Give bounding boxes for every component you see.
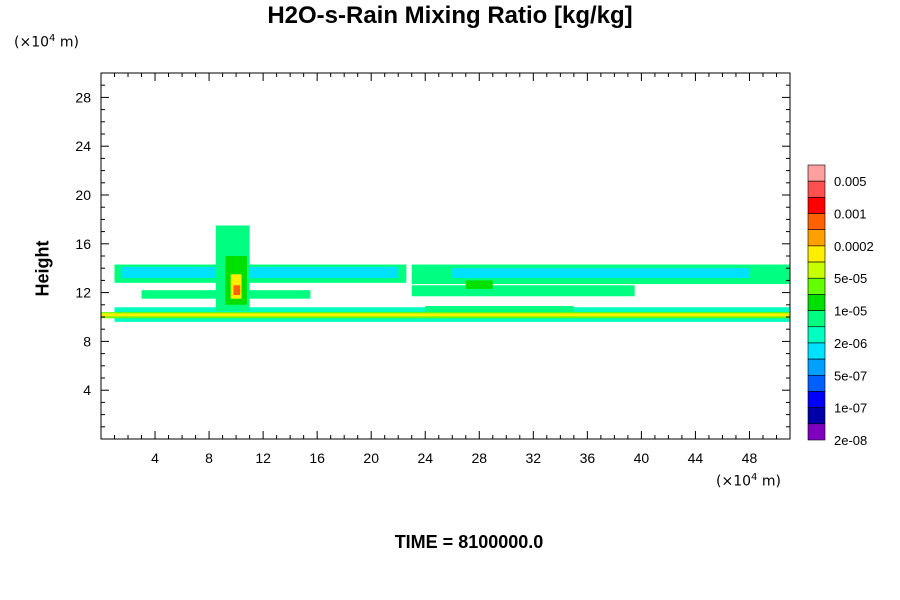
- colorbar-swatch: [807, 180, 826, 198]
- colorbar-swatch: [807, 407, 826, 425]
- data-region-13: [233, 285, 241, 296]
- colorbar-label: 5e-05: [834, 271, 867, 286]
- y-tick-label: 24: [75, 138, 91, 154]
- time-footer: TIME = 8100000.0: [394, 532, 544, 552]
- colorbar-swatch: [807, 197, 826, 214]
- y-tick-label: 16: [75, 236, 91, 252]
- colorbar-swatch: [807, 213, 826, 231]
- data-region-8: [411, 285, 635, 297]
- x-tick-label: 16: [309, 450, 325, 466]
- colorbar-swatch: [807, 391, 826, 408]
- x-tick-label: 4: [151, 450, 159, 466]
- colorbar-swatch: [807, 342, 826, 360]
- colorbar-swatch: [807, 423, 826, 441]
- x-tick-label: 24: [417, 450, 433, 466]
- colorbar-label: 1e-07: [834, 401, 867, 416]
- colorbar-label: 5e-07: [834, 368, 867, 383]
- x-unit-label: (×104 m): [716, 472, 781, 490]
- y-tick-label: 20: [75, 187, 91, 203]
- colorbar-label: 0.005: [834, 174, 867, 189]
- chart-title: H2O-s-Rain Mixing Ratio [kg/kg]: [267, 2, 633, 29]
- colorbar-label: 2e-06: [834, 336, 867, 351]
- x-tick-label: 32: [526, 450, 542, 466]
- x-tick-label: 36: [580, 450, 596, 466]
- colorbar-swatch: [807, 245, 826, 263]
- colorbar-swatch: [807, 277, 826, 295]
- colorbar-label: 2e-08: [834, 433, 867, 448]
- data-region-6: [452, 268, 750, 278]
- data-region-9: [425, 306, 574, 313]
- colorbar-swatch: [807, 310, 826, 328]
- colorbar-swatch: [807, 229, 826, 247]
- data-region-4: [121, 266, 399, 278]
- x-tick-label: 8: [205, 450, 213, 466]
- x-tick-label: 20: [363, 450, 379, 466]
- x-tick-label: 12: [255, 450, 271, 466]
- colorbar-label: 0.001: [834, 207, 867, 222]
- colorbar-swatch: [807, 294, 826, 311]
- colorbar-label: 0.0002: [834, 239, 874, 254]
- colorbar-swatch: [807, 358, 826, 376]
- data-region-14: [465, 280, 493, 289]
- y-tick-label: 8: [83, 333, 91, 349]
- colorbar-swatch: [807, 164, 826, 182]
- x-tick-label: 44: [688, 450, 704, 466]
- colorbar-swatch: [807, 374, 826, 392]
- x-tick-label: 48: [742, 450, 758, 466]
- data-region-2: [101, 313, 790, 317]
- colorbar-label: 1e-05: [834, 304, 867, 319]
- y-unit-label: (×104 m): [14, 33, 79, 51]
- y-tick-label: 28: [75, 89, 91, 105]
- y-tick-label: 12: [75, 285, 91, 301]
- x-tick-label: 28: [471, 450, 487, 466]
- colorbar-swatch: [807, 261, 826, 279]
- plot-frame: [100, 72, 791, 440]
- y-tick-label: 4: [83, 382, 91, 398]
- x-tick-label: 40: [634, 450, 650, 466]
- colorbar-swatch: [807, 326, 826, 344]
